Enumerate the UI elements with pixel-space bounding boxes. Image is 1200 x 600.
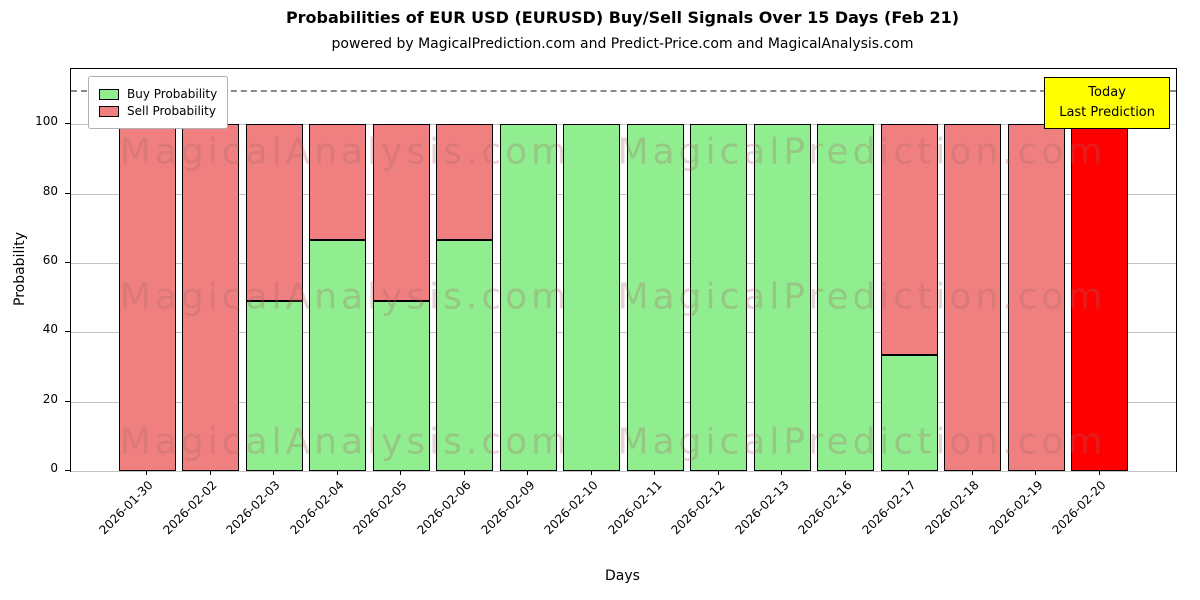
x-tick-mark [336, 471, 338, 475]
y-tick-mark [65, 192, 70, 194]
x-tick-mark [273, 471, 275, 475]
x-tick-label: 2026-02-13 [731, 478, 792, 538]
gridline [71, 401, 1176, 403]
x-tick-mark [527, 471, 529, 475]
x-tick-label: 2026-01-30 [96, 478, 157, 538]
x-tick-label: 2026-02-05 [350, 478, 411, 538]
x-tick-label: 2026-02-11 [604, 478, 665, 538]
x-tick-label: 2026-02-06 [414, 478, 474, 538]
x-tick-label: 2026-02-03 [223, 478, 284, 538]
x-tick-mark [654, 471, 656, 475]
y-tick-label: 100 [35, 114, 58, 129]
bar-sell-segment [1007, 124, 1065, 471]
y-tick-mark [65, 123, 70, 125]
y-axis-label: Probability [12, 231, 28, 307]
bar-buy-segment [436, 239, 494, 471]
x-tick-mark [400, 471, 402, 475]
x-tick-mark [1035, 471, 1037, 475]
y-tick-mark [65, 470, 70, 471]
bar-sell-segment [372, 124, 430, 302]
bar-sell-segment [944, 124, 1002, 471]
x-tick-mark [146, 471, 148, 475]
x-tick-mark [717, 471, 719, 475]
gridline [71, 193, 1176, 195]
bar-sell-segment [1071, 124, 1129, 471]
x-tick-label: 2026-02-10 [541, 478, 601, 538]
y-tick-label: 60 [42, 253, 58, 268]
x-tick-label: 2026-02-20 [1049, 478, 1109, 538]
y-tick-mark [65, 331, 70, 333]
x-tick-label: 2026-02-18 [922, 478, 982, 538]
x-tick-label: 2026-02-19 [985, 478, 1046, 538]
y-tick-label: 80 [42, 183, 58, 198]
bar-sell-segment [880, 124, 938, 356]
x-tick-mark [781, 471, 783, 475]
bar-buy-segment [753, 124, 811, 471]
legend-label: Sell Probability [127, 104, 216, 118]
x-tick-mark [590, 471, 592, 475]
legend-swatch [99, 88, 119, 100]
y-tick-label: 20 [42, 391, 58, 406]
today-annotation: Today Last Prediction [1044, 77, 1170, 130]
threshold-line [71, 89, 1176, 92]
bar-buy-segment [880, 355, 938, 471]
bar-buy-segment [817, 124, 875, 471]
x-tick-mark [209, 471, 211, 475]
x-tick-mark [971, 471, 973, 475]
legend-item: Buy Probability [99, 87, 217, 101]
x-tick-mark [463, 471, 465, 475]
x-tick-mark [844, 471, 846, 475]
x-tick-label: 2026-02-02 [160, 478, 220, 538]
bar-buy-segment [245, 301, 303, 471]
gridline [71, 332, 1176, 334]
y-tick-mark [65, 400, 70, 402]
today-annotation-line1: Today [1088, 85, 1126, 100]
chart-title: Probabilities of EUR USD (EURUSD) Buy/Se… [285, 8, 960, 27]
gridline [71, 263, 1176, 265]
plot-area [70, 68, 1177, 472]
x-tick-label: 2026-02-12 [668, 478, 728, 538]
bar-sell-segment [118, 124, 176, 471]
legend: Buy Probability Sell Probability [88, 76, 229, 129]
x-tick-label: 2026-02-17 [858, 478, 919, 538]
bar-sell-segment [309, 124, 367, 240]
bar-sell-segment [436, 124, 494, 240]
x-tick-mark [908, 471, 910, 475]
bar-buy-segment [309, 239, 367, 471]
bar-sell-segment [182, 124, 240, 471]
x-tick-mark [1098, 471, 1100, 475]
bar-buy-segment [499, 124, 557, 471]
bar-buy-segment [372, 301, 430, 471]
bar-buy-segment [626, 124, 684, 471]
bar-sell-segment [245, 124, 303, 302]
y-tick-mark [65, 262, 70, 264]
x-tick-label: 2026-02-04 [287, 478, 347, 538]
y-tick-label: 40 [42, 322, 58, 337]
gridline [71, 124, 1176, 126]
bar-buy-segment [690, 124, 748, 471]
x-tick-label: 2026-02-09 [477, 478, 538, 538]
today-annotation-line2: Last Prediction [1059, 105, 1155, 121]
legend-item: Sell Probability [99, 104, 217, 118]
x-axis-label: Days [605, 568, 640, 584]
y-tick-label: 0 [50, 461, 58, 475]
legend-swatch [99, 105, 119, 117]
x-tick-label: 2026-02-16 [795, 478, 855, 538]
gridline [71, 471, 1176, 472]
bar-buy-segment [563, 124, 621, 471]
chart-subtitle: powered by MagicalPrediction.com and Pre… [331, 36, 914, 52]
legend-label: Buy Probability [127, 87, 218, 101]
